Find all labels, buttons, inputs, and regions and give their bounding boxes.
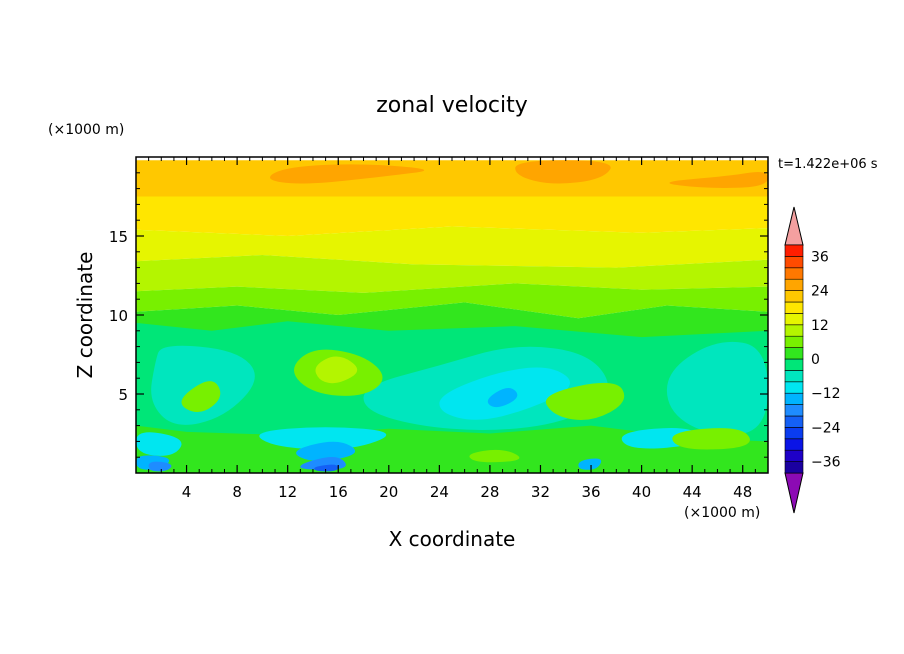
- colorbar-tick-label: 36: [811, 249, 829, 265]
- x-tick-label: 24: [430, 483, 449, 501]
- y-axis: 5 10 15: [109, 172, 768, 458]
- time-label: t=1.422e+06 s: [778, 157, 878, 172]
- x-tick-label: 8: [232, 483, 242, 501]
- x-tick-label: 32: [531, 483, 550, 501]
- x-axis-title: X coordinate: [389, 527, 516, 551]
- colorbar-tick-label: −12: [811, 386, 841, 402]
- colorbar-swatch: [784, 427, 804, 440]
- colorbar-swatch: [784, 244, 804, 257]
- colorbar-tick-label: −24: [811, 420, 841, 436]
- x-tick-label: 20: [379, 483, 398, 501]
- x-tick-label: 40: [632, 483, 651, 501]
- y-axis-title: Z coordinate: [73, 252, 97, 379]
- colorbar-swatch: [784, 461, 804, 474]
- contour-region-7: [136, 283, 768, 319]
- contour-region-4: [136, 196, 768, 236]
- y-tick-label: 15: [109, 228, 128, 246]
- colorbar: 36 24 12 0 −12 −24 −36: [784, 206, 841, 514]
- x-tick-label: 16: [329, 483, 348, 501]
- contour-region-1: [269, 164, 425, 184]
- contour-region-27: [181, 381, 221, 413]
- colorbar-swatch: [784, 404, 804, 417]
- colorbar-under-arrow: [784, 472, 804, 514]
- contour-region-29: [469, 449, 520, 463]
- contour-field: [136, 160, 768, 473]
- colorbar-swatch: [784, 324, 804, 337]
- x-tick-label: 36: [581, 483, 600, 501]
- contour-region-3: [669, 171, 768, 188]
- chart-title: zonal velocity: [376, 93, 528, 118]
- colorbar-swatch: [784, 278, 804, 291]
- colorbar-swatch: [784, 392, 804, 405]
- contour-region-14: [259, 427, 387, 450]
- contour-region-22: [148, 461, 172, 472]
- contour-region-20: [578, 458, 602, 470]
- x-tick-label: 44: [683, 483, 702, 501]
- colorbar-swatch: [784, 370, 804, 383]
- x-axis: 4 8 12 16 20 24 28 32 36 40 44 48: [148, 157, 756, 501]
- colorbar-swatch: [784, 256, 804, 269]
- contour-region-2: [515, 160, 611, 184]
- x-tick-label: 12: [278, 483, 297, 501]
- contour-region-5: [136, 226, 768, 268]
- colorbar-tick-label: −36: [811, 455, 841, 471]
- contour-region-26: [545, 382, 625, 421]
- contour-region-23: [314, 464, 339, 472]
- contour-region-28: [672, 428, 750, 450]
- colorbar-swatch: [784, 438, 804, 451]
- colorbar-swatch: [784, 267, 804, 280]
- colorbar-swatch: [784, 358, 804, 371]
- contour-region-18: [296, 441, 356, 461]
- colorbar-swatch: [784, 301, 804, 314]
- contour-region-0: [136, 160, 768, 197]
- y-tick-label: 10: [109, 307, 128, 325]
- x-tick-label: 4: [182, 483, 192, 501]
- colorbar-tick-label: 12: [811, 318, 829, 334]
- colorbar-swatch: [784, 313, 804, 326]
- colorbar-tick-label: 0: [811, 352, 820, 368]
- contour-region-6: [136, 255, 768, 293]
- y-tick-label: 5: [118, 386, 128, 404]
- y-unit-label: (×1000 m): [48, 122, 124, 138]
- contour-region-25: [315, 356, 358, 384]
- x-unit-label: (×1000 m): [684, 505, 760, 521]
- x-tick-label: 28: [480, 483, 499, 501]
- colorbar-over-arrow: [784, 206, 804, 246]
- contour-region-17: [487, 388, 518, 408]
- colorbar-tick-label: 24: [811, 284, 829, 300]
- x-tick-label: 48: [733, 483, 752, 501]
- colorbar-swatch: [784, 381, 804, 394]
- colorbar-swatch: [784, 415, 804, 428]
- contour-region-15: [136, 432, 182, 456]
- colorbar-swatch: [784, 335, 804, 348]
- colorbar-swatch: [784, 347, 804, 360]
- colorbar-swatch: [784, 290, 804, 303]
- contour-region-12: [666, 341, 768, 435]
- colorbar-swatch: [784, 449, 804, 462]
